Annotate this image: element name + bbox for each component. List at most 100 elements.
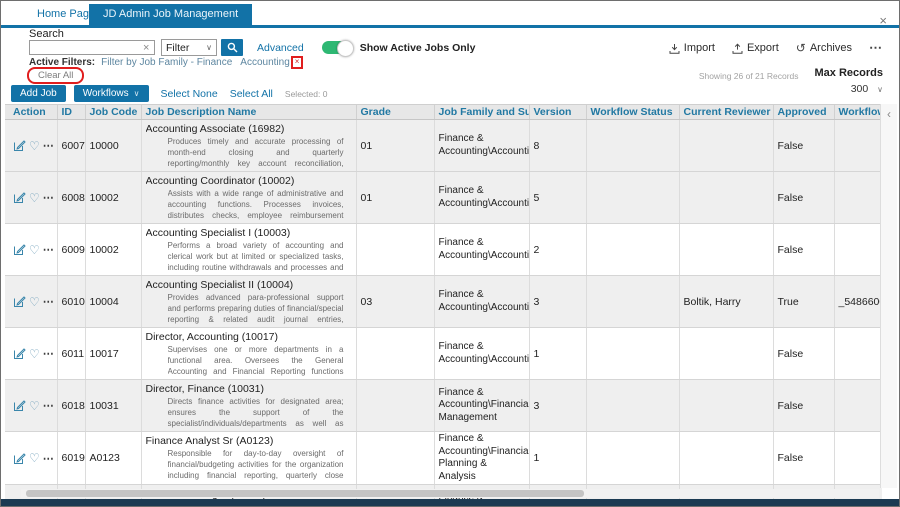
filter-chip-accounting[interactable]: Accounting xyxy=(240,57,290,68)
clear-search-icon[interactable]: × xyxy=(143,41,150,54)
action-cell: ♡⋯ xyxy=(5,119,58,172)
row-more-actions-icon[interactable]: ⋯ xyxy=(42,244,55,256)
favorite-icon[interactable]: ♡ xyxy=(29,346,40,361)
chevron-down-icon: ∨ xyxy=(206,43,212,52)
import-button[interactable]: Import xyxy=(669,42,715,54)
export-button[interactable]: Export xyxy=(732,42,779,54)
job-title[interactable]: Accounting Specialist II (10004) xyxy=(145,279,294,291)
column-header-approved[interactable]: Approved xyxy=(773,105,835,120)
advanced-link[interactable]: Advanced xyxy=(257,41,304,54)
select-none-link[interactable]: Select None xyxy=(160,87,218,100)
column-header-version[interactable]: Version xyxy=(529,105,587,120)
archives-button[interactable]: ↺ Archives xyxy=(796,41,852,55)
column-header-grade[interactable]: Grade xyxy=(356,105,435,120)
scrollbar-thumb[interactable] xyxy=(26,490,584,497)
id-cell: 6009 xyxy=(57,223,86,276)
max-records-label: Max Records xyxy=(814,67,883,79)
collapse-panel-icon[interactable]: ‹ xyxy=(887,107,891,121)
close-icon[interactable]: × xyxy=(879,13,887,28)
more-options-icon[interactable]: ⋯ xyxy=(869,40,883,55)
records-row: Showing 26 of 21 Records Max Records 300… xyxy=(699,67,883,95)
clear-all-button[interactable]: Clear All xyxy=(27,67,85,84)
action-icons: ♡ ⋯ xyxy=(9,398,55,413)
favorite-icon[interactable]: ♡ xyxy=(29,190,40,205)
job-description-cell: Finance Analyst Sr (A0123) Responsible fo… xyxy=(141,431,357,485)
filter-select[interactable]: Filter ∨ xyxy=(161,39,217,56)
edit-icon[interactable] xyxy=(13,399,26,412)
column-header-current_reviewer[interactable]: Current Reviewer xyxy=(679,105,774,120)
workflows-button[interactable]: Workflows ∨ xyxy=(73,85,149,102)
job-title[interactable]: Accounting Associate (16982) xyxy=(145,123,285,135)
column-header-workflow_pr[interactable]: Workflow Pr xyxy=(834,105,882,120)
workflow-pr-cell xyxy=(834,379,882,432)
favorite-icon[interactable]: ♡ xyxy=(29,138,40,153)
job-title[interactable]: Director, Finance (10031) xyxy=(145,383,264,395)
show-active-jobs-label: Show Active Jobs Only xyxy=(359,41,476,54)
column-header-job_code[interactable]: Job Code xyxy=(85,105,142,120)
favorite-icon[interactable]: ♡ xyxy=(29,398,40,413)
edit-icon[interactable] xyxy=(13,191,26,204)
column-header-workflow_status[interactable]: Workflow Status xyxy=(586,105,680,120)
version-cell: 3 xyxy=(529,379,587,432)
action-icons: ♡ ⋯ xyxy=(9,190,55,205)
favorite-icon[interactable]: ♡ xyxy=(29,294,40,309)
row-more-actions-icon[interactable]: ⋯ xyxy=(42,296,55,308)
search-input[interactable] xyxy=(29,40,155,55)
table-row: ♡ ⋯ 6008 10002 Accounting Coordinator (10002… xyxy=(5,171,882,224)
tab-bar: Home Page JD Admin Job Management xyxy=(1,1,899,28)
jobs-table: Action ID Job Code Job Description Name Grad… xyxy=(5,105,882,499)
action-icons: ♡ ⋯ xyxy=(9,242,55,257)
job-code-cell: 10002 xyxy=(85,171,142,224)
job-code-cell: 10031 xyxy=(85,379,142,432)
grade-cell xyxy=(356,223,435,276)
select-all-link[interactable]: Select All xyxy=(229,87,273,100)
table-row: ♡ ⋯ 6010 10004 Accounting Specialist II (100… xyxy=(5,275,882,328)
search-button[interactable] xyxy=(221,39,243,56)
row-more-actions-icon[interactable]: ⋯ xyxy=(42,348,55,360)
search-label: Search xyxy=(29,28,64,40)
version-cell: 8 xyxy=(529,119,587,172)
column-header-family[interactable]: Job Family and Sub Family xyxy=(434,105,530,120)
horizontal-scrollbar[interactable] xyxy=(21,489,879,498)
export-label: Export xyxy=(746,42,779,54)
row-more-actions-icon[interactable]: ⋯ xyxy=(42,192,55,204)
row-more-actions-icon[interactable]: ⋯ xyxy=(42,400,55,412)
edit-icon[interactable] xyxy=(13,139,26,152)
workflow-status-cell xyxy=(586,171,680,224)
tab-jd-admin-job-management[interactable]: JD Admin Job Management xyxy=(89,4,253,25)
import-label: Import xyxy=(683,42,715,54)
show-active-jobs-toggle[interactable] xyxy=(321,40,354,57)
selected-count: Selected: 0 xyxy=(284,88,328,99)
version-cell: 3 xyxy=(529,275,587,328)
favorite-icon[interactable]: ♡ xyxy=(29,242,40,257)
archives-label: Archives xyxy=(809,42,852,54)
add-job-button[interactable]: Add Job xyxy=(11,85,66,102)
action-cell: ♡⋯ xyxy=(5,275,58,328)
action-cell: ♡⋯ xyxy=(5,171,58,224)
grade-cell: 01 xyxy=(356,171,435,224)
grade-cell: 03 xyxy=(356,275,435,328)
column-header-desc[interactable]: Job Description Name xyxy=(141,105,357,120)
max-records-select[interactable]: 300 ∨ xyxy=(815,83,883,95)
archives-icon: ↺ xyxy=(795,41,806,55)
favorite-icon[interactable]: ♡ xyxy=(29,451,40,465)
job-title[interactable]: Accounting Coordinator (10002) xyxy=(145,175,295,187)
edit-icon[interactable] xyxy=(13,452,26,465)
row-more-actions-icon[interactable]: ⋯ xyxy=(42,452,55,465)
job-title[interactable]: Finance Analyst Sr (A0123) xyxy=(145,435,274,447)
column-header-action[interactable]: Action xyxy=(5,105,58,120)
tab-home-page[interactable]: Home Page xyxy=(23,4,110,25)
column-header-id[interactable]: ID xyxy=(57,105,86,120)
workflow-status-cell xyxy=(586,379,680,432)
row-more-actions-icon[interactable]: ⋯ xyxy=(42,140,55,152)
workflows-label: Workflows xyxy=(82,88,129,99)
job-title[interactable]: Director, Accounting (10017) xyxy=(145,331,279,343)
chevron-down-icon: ∨ xyxy=(133,89,140,98)
edit-icon[interactable] xyxy=(13,347,26,360)
edit-icon[interactable] xyxy=(13,243,26,256)
job-title[interactable]: Accounting Specialist I (10003) xyxy=(145,227,291,239)
remove-filter-icon[interactable]: × xyxy=(290,56,304,69)
window-footer-bar xyxy=(1,499,899,506)
action-cell: ♡⋯ xyxy=(5,379,58,432)
edit-icon[interactable] xyxy=(13,295,26,308)
